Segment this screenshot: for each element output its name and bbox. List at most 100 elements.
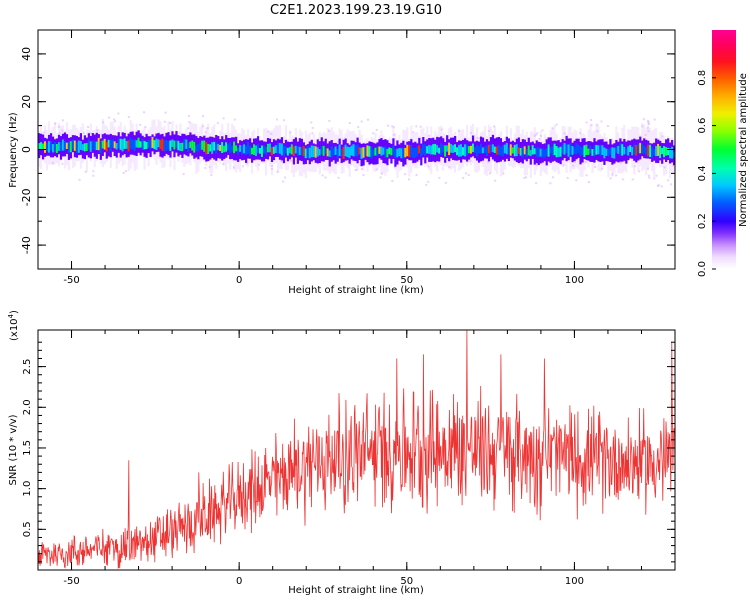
spectrogram-speckle [139,123,142,126]
spectrogram-speckle [232,166,235,169]
spectrogram-peak-column [527,145,530,156]
spectrogram-peak-column [292,146,295,157]
spectrogram-y-tick-label: -20 [20,188,33,206]
spectrogram-speckle [487,161,490,164]
spectrogram-peak-column [121,139,124,152]
spectrogram-peak-column [83,143,86,152]
spectrogram-speckle [102,121,105,124]
spectrogram-speckle [502,172,505,175]
spectrogram-speckle [646,167,649,170]
spectrogram-speckle [362,174,365,177]
spectrogram-peak-column [611,147,614,158]
spectrogram-x-tick-label: -50 [63,275,79,286]
snr-x-tick-label: 0 [236,576,242,587]
spectrogram-peak-column [183,138,186,150]
spectrogram-peak-column [177,140,180,151]
spectrogram-speckle [122,171,125,174]
spectrogram-speckle [216,122,219,125]
spectrogram-peak-column [276,142,280,154]
spectrogram-speckle [572,164,575,167]
spectrogram-peak-column [408,144,411,158]
colorbar-ticks: 0.0 0.2 0.4 0.6 0.8 [697,70,716,277]
spectrogram-peak-column [235,145,238,152]
spectrogram-peak-column [221,142,224,154]
spectrogram-peak-column [250,147,254,155]
spectrogram-speckle [641,125,644,128]
spectrogram-speckle [407,178,410,181]
spectrogram-peak-column [199,142,202,150]
spectrogram-peak-column [91,140,94,150]
spectrogram-peak-column [615,146,618,153]
spectrogram-speckle [337,140,340,143]
spectrogram-speckle [647,120,650,123]
spectrogram-speckle [535,133,538,136]
spectrogram-speckle [372,132,375,135]
spectrogram-peak-column [390,148,393,156]
spectrogram-peak-column [659,145,662,159]
spectrogram-peak-column [599,144,602,156]
spectrogram-speckle [89,132,92,135]
spectrogram-speckle [357,126,360,129]
spectrogram-peak-column [340,149,343,157]
spectrogram-speckle [653,118,656,121]
spectrogram-peak-column [187,142,190,153]
spectrogram-peak-column [370,146,373,159]
spectrogram-speckle [657,184,660,187]
spectrogram-speckle [82,132,85,135]
spectrogram-peak-column [555,146,558,158]
spectrogram-peak-column [426,146,429,154]
spectrogram-speckle [379,176,382,179]
spectrogram-peak-column [589,145,592,154]
spectrogram-peak-column [161,138,164,151]
spectrogram-speckle [458,129,461,132]
spectrogram-speckle [438,176,441,179]
spectrogram-peak-column [535,147,538,157]
spectrogram-xlabel: Height of straight line (km) [288,285,424,296]
spectrogram-peak-column [75,142,79,153]
spectrogram-y-tick-label: -40 [20,236,33,254]
spectrogram-speckle [233,118,236,121]
spectrogram-peak-column [446,145,449,152]
spectrogram-peak-column [467,146,471,154]
spectrogram-peak-column [61,139,65,151]
snr-y-tick-label: 0.5 [22,521,33,537]
spectrogram-peak-column [239,145,242,152]
spectrogram-speckle [428,134,431,137]
spectrogram-speckle [644,133,647,136]
spectrogram-speckle [392,126,395,129]
spectrogram-speckle [584,161,587,164]
spectrogram-peak-column [195,144,198,152]
spectrogram-peak-column [247,142,250,154]
spectrogram-peak-column [517,147,520,154]
spectrogram-peak-column [89,141,92,152]
spectrogram-speckle [467,173,470,176]
spectrogram-peak-column [402,147,405,159]
spectrogram-peak-column [382,147,385,155]
spectrogram-speckle [493,125,496,128]
spectrogram-speckle [360,120,363,123]
spectrogram-speckle [646,127,649,130]
spectrogram-peak-column [93,141,96,151]
spectrogram-peak-column [57,142,61,151]
spectrogram-peak-column [133,139,136,152]
spectrogram-peak-column [601,145,604,156]
spectrogram-speckle [594,165,597,168]
spectrogram-speckle [163,120,166,123]
spectrogram-peak-column [493,146,497,154]
spectrogram-peak-column [477,146,481,154]
spectrogram-peak-column [481,147,485,154]
spectrogram-peak-column [565,144,568,154]
spectrogram-peak-column [374,147,377,156]
spectrogram-speckle [375,168,378,171]
spectrogram-speckle [672,164,675,167]
spectrogram-peak-column [448,142,451,156]
spectrogram-peak-column [314,146,317,158]
spectrogram-speckle [494,179,497,182]
spectrogram-peak-column [284,146,288,154]
spectrogram-peak-column [336,148,339,159]
spectrogram-peak-column [205,142,208,155]
spectrogram-speckle [267,130,270,133]
spectrogram-peak-column [483,146,487,153]
spectrogram-peak-column [69,141,73,153]
spectrogram-speckle [242,165,245,168]
